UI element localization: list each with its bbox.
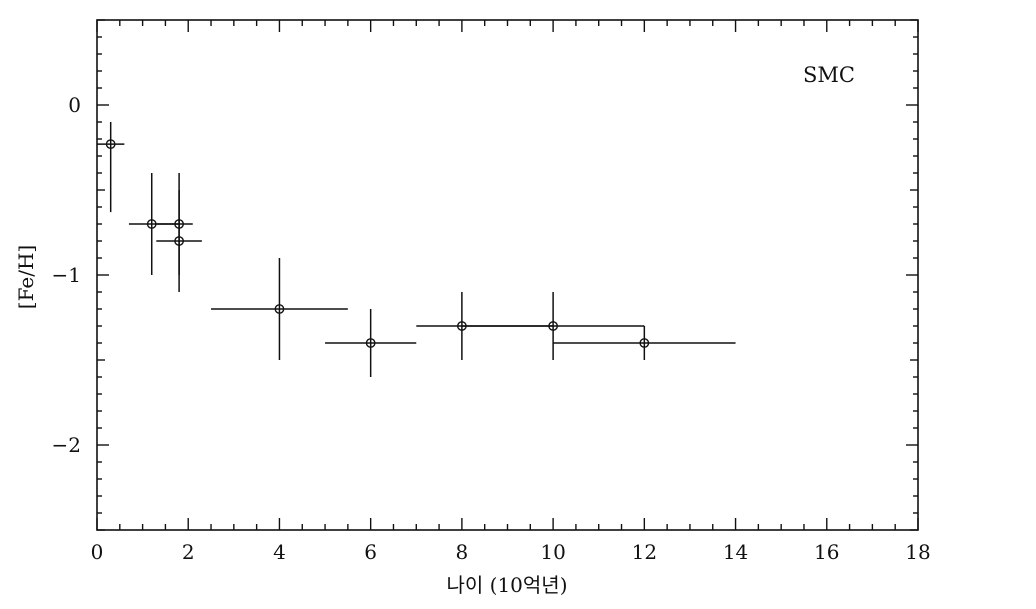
data-point — [365, 338, 376, 348]
y-tick-label: −1 — [52, 263, 81, 287]
plot-frame — [96, 19, 919, 531]
x-tick-label: 8 — [456, 540, 469, 564]
x-axis-title: 나이 (10억년) — [446, 573, 567, 597]
data-point — [274, 304, 285, 314]
y-tick-label: 0 — [68, 93, 81, 117]
data-point — [105, 139, 116, 150]
data-point — [548, 321, 559, 331]
data-point — [146, 219, 157, 229]
x-tick-label: 14 — [723, 540, 748, 564]
data-point — [174, 236, 185, 246]
y-axis-title: [Fe/H] — [14, 245, 38, 309]
smc-annotation: SMC — [803, 63, 855, 87]
tick-labels: 0 2 4 6 8 10 12 14 16 18 0 −1 −2 — [52, 93, 931, 564]
x-tick-label: 12 — [632, 540, 657, 564]
x-tick-label: 2 — [182, 540, 195, 564]
data-series — [97, 122, 736, 377]
x-tick-label: 18 — [905, 540, 930, 564]
x-tick-label: 6 — [364, 540, 377, 564]
data-point — [639, 338, 650, 348]
x-tick-label: 4 — [273, 540, 286, 564]
y-tick-label: −2 — [52, 433, 81, 457]
x-tick-label: 10 — [540, 540, 565, 564]
axis-ticks — [96, 19, 919, 531]
plot-area-border — [96, 19, 919, 531]
x-tick-label: 0 — [91, 540, 104, 564]
x-tick-label: 16 — [814, 540, 839, 564]
